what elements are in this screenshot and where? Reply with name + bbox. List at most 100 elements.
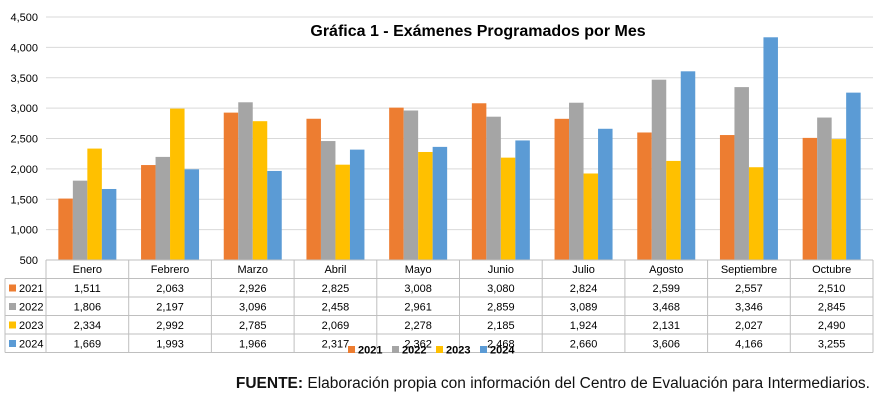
bar-2023-agosto bbox=[666, 160, 681, 260]
y-tick-label: 4,500 bbox=[10, 12, 38, 24]
bar-2024-agosto bbox=[680, 71, 696, 260]
data-label: 1,511 bbox=[74, 283, 101, 295]
bar-2024-febrero bbox=[184, 169, 200, 260]
bar-2024-septiembre bbox=[763, 37, 778, 261]
data-label: 3,468 bbox=[652, 302, 680, 314]
data-label: 3,080 bbox=[487, 283, 515, 295]
bar-2021-julio bbox=[554, 118, 570, 260]
bar-2022-agosto bbox=[651, 79, 667, 260]
data-label: 2,468 bbox=[487, 339, 515, 351]
bar-2023-junio bbox=[500, 157, 516, 260]
bar-2023-mayo bbox=[418, 151, 433, 260]
x-tick-label: Agosto bbox=[649, 264, 683, 276]
data-label: 1,924 bbox=[570, 320, 598, 332]
y-tick-label: 1,000 bbox=[10, 225, 38, 237]
y-tick-label: 500 bbox=[20, 255, 38, 267]
table-row-label: 2022 bbox=[19, 302, 43, 314]
legend-key-2021 bbox=[348, 346, 355, 353]
table-legend-key-2021 bbox=[9, 284, 16, 292]
bar-2021-octubre bbox=[802, 137, 818, 260]
chart-title: Gráfica 1 - Exámenes Programados por Mes bbox=[310, 23, 645, 40]
data-label: 2,131 bbox=[652, 320, 680, 332]
data-label: 2,845 bbox=[818, 302, 846, 314]
data-label: 2,859 bbox=[487, 302, 515, 314]
data-label: 1,669 bbox=[74, 339, 102, 351]
bar-2022-marzo bbox=[238, 102, 253, 260]
source-text: Elaboración propia con información del C… bbox=[303, 375, 870, 392]
data-label: 4,166 bbox=[735, 339, 763, 351]
legend-label: 2024 bbox=[490, 345, 515, 357]
x-tick-label: Julio bbox=[572, 264, 595, 276]
data-label: 2,069 bbox=[322, 320, 350, 332]
bar-2022-enero bbox=[72, 180, 88, 260]
data-label: 3,606 bbox=[652, 339, 680, 351]
source-label: FUENTE: bbox=[235, 375, 304, 392]
table-row-label: 2021 bbox=[19, 283, 43, 295]
data-label: 2,557 bbox=[735, 283, 763, 295]
bar-2022-febrero bbox=[155, 156, 171, 260]
data-label: 2,278 bbox=[404, 320, 432, 332]
y-tick-label: 2,500 bbox=[10, 134, 38, 146]
legend-key-2024 bbox=[480, 346, 487, 353]
data-label: 2,825 bbox=[322, 283, 350, 295]
data-label: 2,362 bbox=[404, 339, 432, 351]
x-tick-label: Marzo bbox=[237, 264, 268, 276]
y-tick-label: 3,000 bbox=[10, 103, 38, 115]
x-tick-label: Enero bbox=[73, 264, 102, 276]
data-label: 3,008 bbox=[404, 283, 432, 295]
bar-2024-junio bbox=[515, 140, 530, 260]
y-tick-label: 2,000 bbox=[10, 164, 38, 176]
x-tick-label: Junio bbox=[488, 264, 514, 276]
data-label: 3,096 bbox=[239, 302, 267, 314]
data-label: 2,197 bbox=[156, 302, 184, 314]
table-row-label: 2024 bbox=[19, 339, 43, 351]
bar-2023-marzo bbox=[252, 121, 268, 260]
data-label: 3,255 bbox=[818, 339, 846, 351]
data-label: 3,089 bbox=[570, 302, 598, 314]
table-legend-key-2023 bbox=[9, 321, 16, 329]
bar-2021-febrero bbox=[141, 165, 156, 260]
table-row-label: 2023 bbox=[19, 320, 43, 332]
data-label: 2,599 bbox=[652, 283, 680, 295]
x-tick-label: Octubre bbox=[812, 264, 851, 276]
legend-label: 2021 bbox=[358, 345, 382, 357]
bar-2022-junio bbox=[486, 116, 501, 260]
data-label: 2,334 bbox=[74, 320, 102, 332]
data-label: 2,490 bbox=[818, 320, 846, 332]
bar-2021-septiembre bbox=[719, 135, 735, 260]
bar-2024-enero bbox=[101, 188, 117, 260]
data-label: 2,317 bbox=[322, 339, 350, 351]
y-tick-label: 4,000 bbox=[10, 42, 38, 54]
data-label: 2,660 bbox=[570, 339, 598, 351]
data-label: 2,063 bbox=[156, 283, 184, 295]
x-tick-label: Mayo bbox=[405, 264, 432, 276]
data-label: 2,824 bbox=[570, 283, 598, 295]
legend-key-2022 bbox=[392, 346, 399, 353]
data-label: 1,966 bbox=[239, 339, 267, 351]
bar-2022-octubre bbox=[817, 117, 832, 260]
data-label: 1,806 bbox=[74, 302, 102, 314]
x-tick-label: Septiembre bbox=[721, 264, 777, 276]
bar-2022-abril bbox=[320, 141, 336, 260]
y-tick-label: 1,500 bbox=[10, 194, 38, 206]
data-label: 1,993 bbox=[156, 339, 184, 351]
bar-2023-enero bbox=[87, 148, 102, 260]
bar-2022-septiembre bbox=[734, 87, 749, 260]
bar-2023-octubre bbox=[831, 139, 847, 260]
data-label: 2,926 bbox=[239, 283, 267, 295]
bar-2024-octubre bbox=[846, 92, 861, 260]
legend-label: 2023 bbox=[446, 345, 470, 357]
chart: 500 1,000 1,500 2,000 2,500 3,000 3,500 4,000 4,… bbox=[4, 12, 874, 357]
bar-2023-febrero bbox=[170, 108, 185, 261]
data-label: 2,027 bbox=[735, 320, 763, 332]
data-label: 2,961 bbox=[404, 302, 432, 314]
data-label: 3,346 bbox=[735, 302, 763, 314]
data-label: 2,458 bbox=[322, 302, 350, 314]
bar-2022-julio bbox=[569, 102, 584, 260]
data-label: 2,510 bbox=[818, 283, 846, 295]
x-tick-label: Febrero bbox=[151, 264, 190, 276]
legend-label: 2022 bbox=[402, 345, 426, 357]
bar-2022-mayo bbox=[403, 110, 419, 260]
bar-2024-mayo bbox=[432, 146, 448, 260]
source-note: FUENTE: Elaboración propia con informaci… bbox=[236, 375, 870, 393]
